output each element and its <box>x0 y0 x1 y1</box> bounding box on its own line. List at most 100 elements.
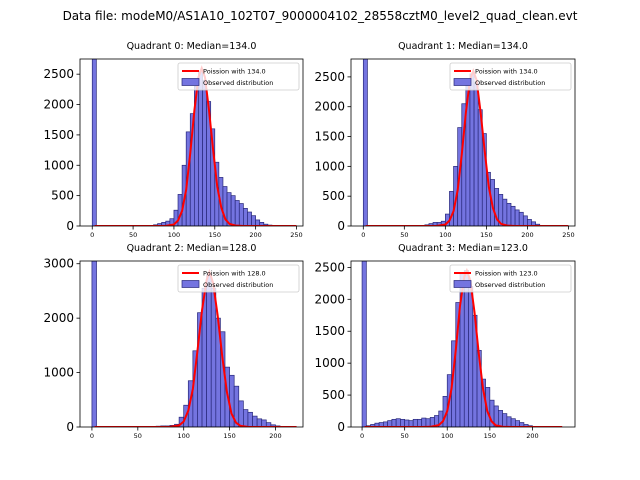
histogram-bar <box>202 79 207 226</box>
histogram-bar <box>510 418 516 427</box>
legend-box <box>177 264 300 293</box>
legend-label-observed: Observed distribution <box>203 281 273 289</box>
histogram-bar <box>206 274 212 427</box>
y-tick-label: 0 <box>66 219 74 233</box>
x-tick-label: 100 <box>439 231 451 239</box>
histogram-bar <box>251 215 256 226</box>
subplot-title: Quadrant 0: Median=134.0 <box>127 41 257 52</box>
x-tick-label: 250 <box>562 231 574 239</box>
figure-suptitle: Data file: modeM0/AS1A10_102T07_90000041… <box>63 9 578 23</box>
histogram-bar <box>468 286 474 427</box>
histogram-bar <box>417 418 423 427</box>
y-tick-label: 1500 <box>314 130 345 144</box>
histogram-bar <box>361 261 367 427</box>
histogram-bar <box>518 211 524 226</box>
legend-box <box>449 62 572 91</box>
x-tick-label: 150 <box>223 432 235 440</box>
x-tick-label: 100 <box>168 231 180 239</box>
histogram-bar <box>510 205 516 226</box>
x-tick-label: 50 <box>129 231 137 239</box>
histogram-bar <box>198 70 203 226</box>
x-tick-label: 150 <box>480 231 492 239</box>
histogram-bar <box>238 203 244 226</box>
axes-frame <box>79 58 304 227</box>
legend-label-observed: Observed distribution <box>475 79 545 87</box>
histogram-bar <box>243 208 248 226</box>
x-tick-label: 200 <box>249 231 261 239</box>
histogram-bar <box>91 261 97 427</box>
x-tick-label: 150 <box>484 432 496 440</box>
x-tick-label: 100 <box>177 432 189 440</box>
subplot-title: Quadrant 2: Median=128.0 <box>127 243 257 254</box>
histogram-bar <box>238 400 244 427</box>
histogram-bar <box>473 82 479 226</box>
y-tick-label: 500 <box>322 189 345 203</box>
y-tick-label: 0 <box>66 420 74 434</box>
x-tick-label: 50 <box>134 432 142 440</box>
y-tick-label: 500 <box>322 388 345 402</box>
x-tick-label: 200 <box>526 432 538 440</box>
y-tick-label: 1000 <box>314 356 345 370</box>
x-tick-label: 100 <box>441 432 453 440</box>
y-tick-label: 2000 <box>314 100 345 114</box>
y-tick-label: 2000 <box>43 311 74 325</box>
histogram-bar <box>91 59 97 226</box>
x-tick-label: 0 <box>361 231 365 239</box>
legend-label-poisson: Poission with 123.0 <box>475 270 538 278</box>
x-tick-label: 200 <box>269 432 281 440</box>
histogram-bar <box>502 198 508 226</box>
histogram-bar <box>256 418 263 427</box>
legend-bar-swatch <box>181 280 200 288</box>
histogram-bar <box>261 419 267 427</box>
x-tick-label: 50 <box>400 231 408 239</box>
subplot-quadrant-3: 0 500 1000 1500 2000 2500 0 50 100 150 200 Quadrant… <box>314 243 576 440</box>
histogram-bar <box>243 409 249 427</box>
y-tick-label: 1000 <box>43 158 74 172</box>
histogram-bar <box>247 211 252 226</box>
axes-frame <box>350 58 576 227</box>
histogram-bar <box>463 270 469 427</box>
histogram-bar <box>425 418 431 427</box>
y-tick-label: 500 <box>51 189 74 203</box>
x-tick-label: 50 <box>401 432 409 440</box>
histogram-bar <box>412 418 418 427</box>
axes-frame <box>350 260 576 428</box>
x-tick-label: 200 <box>521 231 533 239</box>
legend-bar-swatch <box>453 78 472 86</box>
axes-frame <box>79 260 304 428</box>
histogram-bar <box>506 202 512 226</box>
plot-area <box>91 261 297 427</box>
histogram-bar <box>234 200 240 226</box>
subplot-title: Quadrant 3: Median=123.0 <box>398 243 528 254</box>
legend-bar-swatch <box>453 280 472 288</box>
histogram-bar <box>506 416 512 427</box>
subplot-quadrant-1: 0 500 1000 1500 2000 2500 0 50 100 150 200 250 Quadr… <box>314 41 576 239</box>
legend-label-poisson: Poission with 134.0 <box>475 68 538 76</box>
subplot-title: Quadrant 1: Median=134.0 <box>398 41 528 52</box>
x-tick-label: 0 <box>360 432 364 440</box>
y-tick-label: 1500 <box>314 324 345 338</box>
histogram-bar <box>498 410 503 427</box>
histogram-bar <box>522 215 528 226</box>
histogram-bar <box>230 195 236 226</box>
y-tick-label: 2500 <box>314 70 345 84</box>
subplot-quadrant-2: 0 1000 2000 3000 0 50 100 150 200 Quadrant 2: Med… <box>43 243 304 440</box>
x-tick-label: 0 <box>90 432 94 440</box>
legend-label-observed: Observed distribution <box>203 79 273 87</box>
y-tick-label: 2500 <box>314 260 345 274</box>
histogram-bar <box>395 418 401 427</box>
legend-label-poisson: Poission with 134.0 <box>203 68 266 76</box>
legend-box <box>449 264 572 293</box>
x-tick-label: 250 <box>290 231 302 239</box>
histogram-bar <box>502 413 508 427</box>
y-tick-label: 1500 <box>43 128 74 142</box>
y-tick-label: 1000 <box>314 159 345 173</box>
histogram-bar <box>400 418 406 427</box>
legend-label-poisson: Poission with 128.0 <box>203 270 266 278</box>
histogram-bar <box>421 417 427 427</box>
histogram-bar <box>391 418 397 427</box>
y-tick-label: 0 <box>337 420 345 434</box>
histogram-bar <box>247 411 253 427</box>
legend-label-observed: Observed distribution <box>475 281 545 289</box>
